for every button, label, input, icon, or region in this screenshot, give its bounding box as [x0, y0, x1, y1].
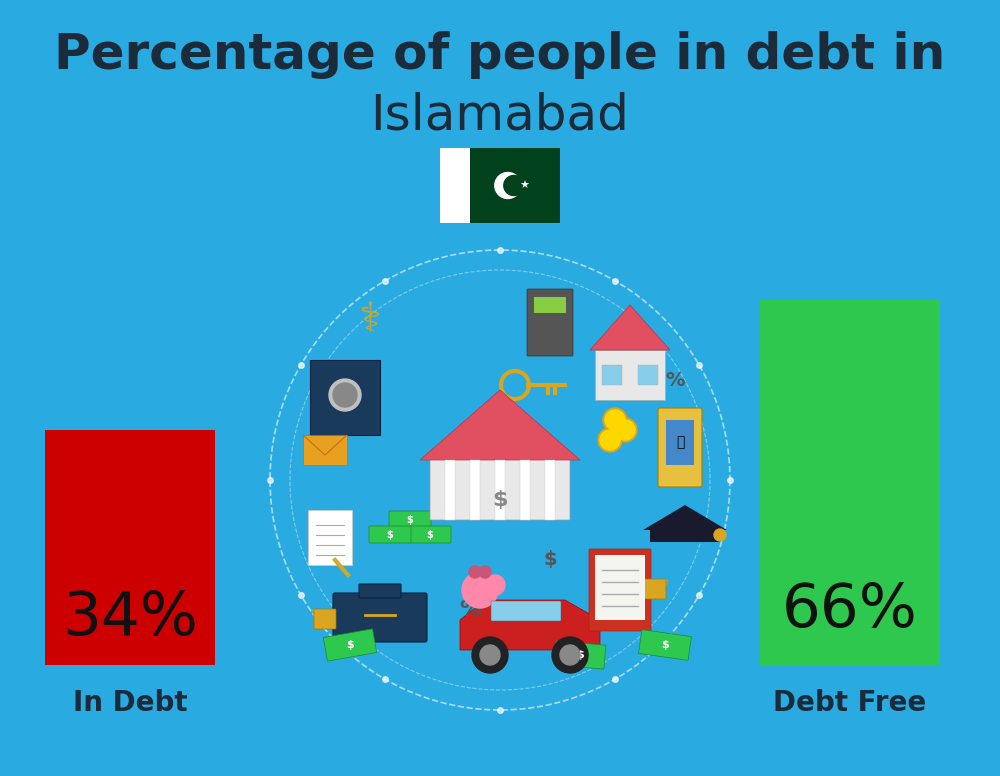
FancyBboxPatch shape	[595, 350, 665, 400]
Circle shape	[552, 637, 588, 673]
Circle shape	[495, 172, 521, 199]
Text: $: $	[576, 650, 584, 660]
Text: ★: ★	[519, 181, 529, 190]
FancyBboxPatch shape	[470, 460, 480, 520]
FancyBboxPatch shape	[470, 148, 560, 223]
FancyBboxPatch shape	[45, 430, 215, 665]
FancyBboxPatch shape	[440, 148, 470, 223]
Circle shape	[485, 575, 505, 595]
FancyBboxPatch shape	[534, 297, 566, 313]
FancyBboxPatch shape	[602, 365, 622, 385]
FancyBboxPatch shape	[658, 408, 702, 487]
FancyBboxPatch shape	[639, 629, 691, 660]
Circle shape	[605, 410, 625, 430]
FancyBboxPatch shape	[323, 629, 377, 661]
FancyBboxPatch shape	[589, 549, 651, 631]
Text: $: $	[346, 640, 354, 650]
FancyBboxPatch shape	[495, 460, 505, 520]
Circle shape	[560, 645, 580, 665]
Polygon shape	[590, 305, 670, 350]
FancyBboxPatch shape	[333, 593, 427, 642]
FancyBboxPatch shape	[650, 530, 720, 542]
Text: 66%: 66%	[782, 580, 918, 639]
FancyBboxPatch shape	[545, 460, 555, 520]
Text: %: %	[459, 600, 481, 620]
Text: $: $	[661, 640, 669, 650]
Circle shape	[598, 428, 622, 452]
FancyBboxPatch shape	[644, 579, 666, 599]
FancyBboxPatch shape	[595, 555, 645, 620]
Circle shape	[472, 637, 508, 673]
FancyBboxPatch shape	[520, 460, 530, 520]
FancyBboxPatch shape	[308, 510, 352, 565]
FancyBboxPatch shape	[409, 526, 451, 543]
Circle shape	[714, 529, 726, 541]
Circle shape	[469, 566, 481, 578]
Polygon shape	[460, 600, 600, 650]
Text: 34%: 34%	[62, 588, 198, 647]
FancyBboxPatch shape	[638, 365, 658, 385]
Circle shape	[462, 572, 498, 608]
Circle shape	[479, 566, 491, 578]
FancyBboxPatch shape	[359, 584, 401, 598]
Text: Percentage of people in debt in: Percentage of people in debt in	[54, 31, 946, 79]
Circle shape	[329, 379, 361, 411]
Text: $: $	[427, 530, 433, 540]
Text: In Debt: In Debt	[73, 689, 187, 717]
FancyBboxPatch shape	[303, 435, 347, 465]
Text: $: $	[492, 490, 508, 510]
Text: $: $	[543, 550, 557, 570]
FancyBboxPatch shape	[314, 609, 336, 629]
Text: $: $	[387, 530, 393, 540]
Circle shape	[504, 175, 524, 196]
Circle shape	[480, 645, 500, 665]
FancyBboxPatch shape	[527, 289, 573, 356]
FancyBboxPatch shape	[310, 360, 380, 435]
Polygon shape	[430, 420, 570, 520]
Circle shape	[603, 408, 627, 432]
FancyBboxPatch shape	[554, 641, 606, 669]
FancyBboxPatch shape	[369, 526, 411, 543]
FancyBboxPatch shape	[760, 300, 940, 665]
Text: Debt Free: Debt Free	[773, 689, 927, 717]
Circle shape	[613, 418, 637, 442]
Text: 🏦: 🏦	[676, 435, 684, 449]
Text: %: %	[665, 370, 685, 390]
Circle shape	[600, 430, 620, 450]
FancyBboxPatch shape	[389, 511, 431, 528]
Polygon shape	[420, 390, 580, 460]
Circle shape	[333, 383, 357, 407]
FancyBboxPatch shape	[666, 420, 694, 465]
FancyBboxPatch shape	[445, 460, 455, 520]
Wedge shape	[643, 580, 667, 592]
Polygon shape	[643, 505, 727, 530]
Circle shape	[615, 420, 635, 440]
Text: $: $	[407, 515, 413, 525]
Wedge shape	[313, 610, 337, 622]
FancyBboxPatch shape	[491, 601, 561, 621]
Text: ⚕: ⚕	[359, 299, 381, 341]
Text: Islamabad: Islamabad	[371, 91, 629, 139]
